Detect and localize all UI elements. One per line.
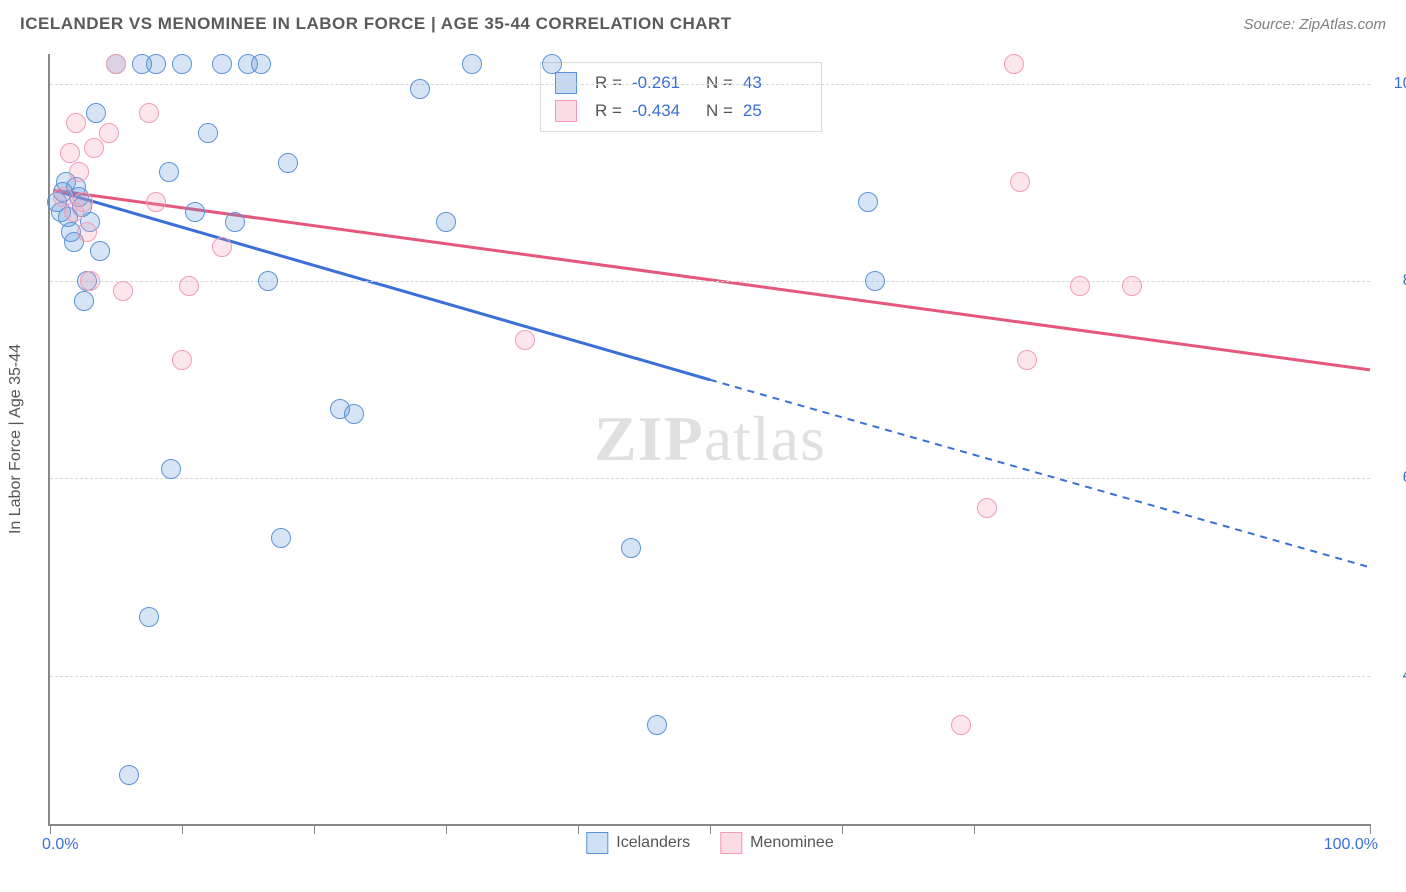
scatter-point [146,54,166,74]
scatter-point [858,192,878,212]
legend-label: Icelanders [616,834,690,851]
scatter-point [1070,276,1090,296]
swatch-icon [586,832,608,854]
y-tick-label: 60.0% [1403,469,1406,487]
scatter-point [113,281,133,301]
x-tick [314,824,315,834]
gridline [50,478,1370,479]
scatter-point [271,528,291,548]
scatter-point [977,498,997,518]
trend-line [54,190,710,380]
x-tick [710,824,711,834]
x-tick [578,824,579,834]
scatter-point [139,103,159,123]
scatter-point [185,202,205,222]
scatter-point [436,212,456,232]
gridline [50,84,1370,85]
source-label: Source: ZipAtlas.com [1243,16,1386,33]
scatter-point [647,715,667,735]
scatter-point [251,54,271,74]
scatter-point [542,54,562,74]
scatter-point [146,192,166,212]
scatter-point [212,54,232,74]
scatter-point [1122,276,1142,296]
scatter-point [77,222,97,242]
scatter-point [159,162,179,182]
scatter-point [66,113,86,133]
scatter-point [212,237,232,257]
x-tick [182,824,183,834]
legend-item-menominee: Menominee [720,832,834,854]
swatch-icon [720,832,742,854]
scatter-point [74,291,94,311]
y-axis-title: In Labor Force | Age 35-44 [7,344,25,534]
legend-item-icelanders: Icelanders [586,832,690,854]
y-tick-label: 80.0% [1403,272,1406,290]
x-tick [974,824,975,834]
trend-line-dashed [710,380,1370,568]
scatter-chart: In Labor Force | Age 35-44 ZIPatlas R = … [48,54,1370,826]
scatter-point [410,79,430,99]
scatter-point [84,138,104,158]
x-axis-max-label: 100.0% [1324,836,1378,854]
scatter-point [621,538,641,558]
scatter-point [179,276,199,296]
x-tick [50,824,51,834]
gridline [50,281,1370,282]
scatter-point [106,54,126,74]
x-tick [1370,824,1371,834]
legend-label: Menominee [750,834,834,851]
scatter-point [161,459,181,479]
x-tick [446,824,447,834]
scatter-point [86,103,106,123]
scatter-point [462,54,482,74]
scatter-point [73,192,93,212]
series-legend: Icelanders Menominee [586,832,833,854]
x-tick [842,824,843,834]
page-title: ICELANDER VS MENOMINEE IN LABOR FORCE | … [20,14,732,33]
scatter-point [198,123,218,143]
x-axis-min-label: 0.0% [42,836,78,854]
scatter-point [344,404,364,424]
y-tick-label: 40.0% [1403,667,1406,685]
scatter-point [258,271,278,291]
scatter-point [865,271,885,291]
scatter-point [1004,54,1024,74]
y-tick-label: 100.0% [1394,75,1406,93]
scatter-point [99,123,119,143]
scatter-point [172,350,192,370]
scatter-point [139,607,159,627]
scatter-point [278,153,298,173]
scatter-point [69,162,89,182]
scatter-point [951,715,971,735]
gridline [50,676,1370,677]
trend-lines [50,54,1370,824]
scatter-point [1010,172,1030,192]
scatter-point [172,54,192,74]
scatter-point [90,241,110,261]
scatter-point [515,330,535,350]
scatter-point [119,765,139,785]
scatter-point [225,212,245,232]
scatter-point [60,143,80,163]
scatter-point [80,271,100,291]
scatter-point [1017,350,1037,370]
